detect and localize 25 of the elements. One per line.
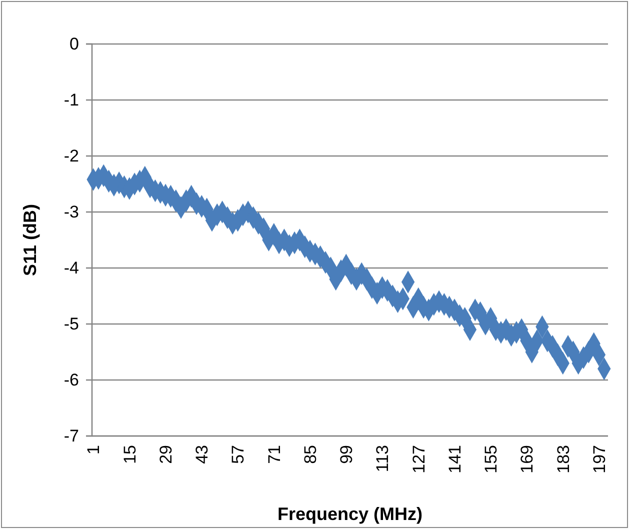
y-tick-label: -3	[64, 202, 79, 222]
y-tick-label: -6	[64, 370, 79, 390]
x-tick-label: 197	[590, 445, 609, 474]
x-tick-label: 99	[337, 445, 356, 464]
y-axis-title: S11 (dB)	[20, 204, 40, 276]
x-tick-label: 43	[192, 445, 212, 464]
x-tick-label: 1	[84, 445, 104, 454]
x-tick-label: 15	[120, 445, 140, 464]
x-tick-label: 113	[373, 445, 392, 472]
x-axis-title: Frequency (MHz)	[277, 504, 423, 524]
x-tick-label: 85	[300, 445, 320, 464]
y-tick-label: 0	[70, 34, 79, 54]
y-tick-label: -7	[64, 426, 79, 446]
x-tick-label: 169	[518, 445, 537, 474]
x-tick-label: 29	[156, 445, 176, 464]
x-tick-label: 71	[264, 445, 284, 464]
x-tick-label: 141	[445, 445, 464, 474]
y-tick-label: -5	[64, 314, 79, 334]
y-tick-label: -1	[64, 90, 79, 110]
x-tick-label: 155	[482, 445, 501, 474]
x-tick-label: 127	[409, 445, 428, 474]
y-tick-label: -2	[64, 146, 79, 166]
x-tick-label: 183	[554, 445, 573, 474]
x-tick-label: 57	[228, 445, 248, 464]
y-tick-label: -4	[64, 258, 79, 278]
